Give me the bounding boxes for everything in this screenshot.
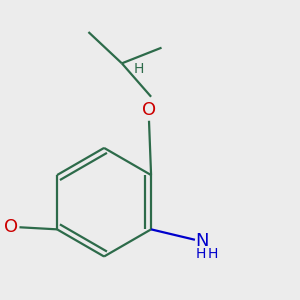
Text: O: O [4,218,18,236]
Text: N: N [196,232,209,250]
Text: H: H [134,61,144,76]
Text: O: O [142,101,156,119]
Text: H: H [196,248,206,261]
Text: H: H [208,248,218,261]
